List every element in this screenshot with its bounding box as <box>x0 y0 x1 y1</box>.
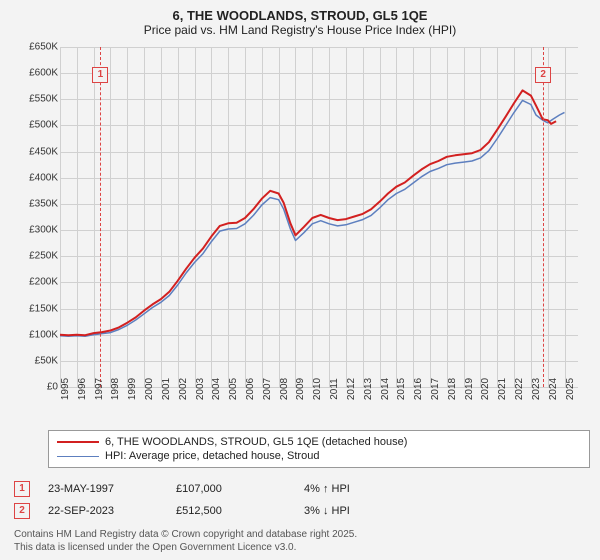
chart-title: 6, THE WOODLANDS, STROUD, GL5 1QE <box>6 8 594 23</box>
event-marker-box: 1 <box>92 67 108 83</box>
y-axis-label: £650K <box>14 42 58 53</box>
copyright-line2: This data is licensed under the Open Gov… <box>14 542 296 553</box>
y-axis-label: £100K <box>14 329 58 340</box>
series-price_paid <box>60 90 556 335</box>
legend-swatch <box>57 441 99 443</box>
y-axis-label: £500K <box>14 120 58 131</box>
y-axis-label: £200K <box>14 277 58 288</box>
legend-label: 6, THE WOODLANDS, STROUD, GL5 1QE (detac… <box>105 436 407 448</box>
y-axis-label: £300K <box>14 225 58 236</box>
legend-row: HPI: Average price, detached house, Stro… <box>57 449 581 463</box>
y-axis-label: £550K <box>14 94 58 105</box>
y-axis-label: £350K <box>14 198 58 209</box>
copyright-line1: Contains HM Land Registry data © Crown c… <box>14 529 357 540</box>
chart-area: 12 1995199619971998199920002001200220032… <box>10 41 590 421</box>
y-axis-label: £250K <box>14 251 58 262</box>
x-axis-label: 2025 <box>565 378 597 400</box>
y-axis-label: £50K <box>14 355 58 366</box>
event-marker: 1 <box>14 481 30 497</box>
y-axis-label: £450K <box>14 146 58 157</box>
event-row: 1 23-MAY-1997 £107,000 4% ↑ HPI <box>14 478 590 500</box>
y-axis-label: £600K <box>14 68 58 79</box>
event-pct: 4% ↑ HPI <box>304 483 350 495</box>
event-marker: 2 <box>14 503 30 519</box>
event-marker-line <box>100 47 101 387</box>
chart-subtitle: Price paid vs. HM Land Registry's House … <box>6 23 594 37</box>
legend-label: HPI: Average price, detached house, Stro… <box>105 450 319 462</box>
event-price: £107,000 <box>176 483 286 495</box>
event-marker-line <box>543 47 544 387</box>
y-axis-label: £400K <box>14 172 58 183</box>
event-row: 2 22-SEP-2023 £512,500 3% ↓ HPI <box>14 500 590 522</box>
y-axis-label: £150K <box>14 303 58 314</box>
y-axis-label: £0 <box>14 382 58 393</box>
legend-row: 6, THE WOODLANDS, STROUD, GL5 1QE (detac… <box>57 435 581 449</box>
event-pct: 3% ↓ HPI <box>304 505 350 517</box>
event-price: £512,500 <box>176 505 286 517</box>
event-marker-box: 2 <box>535 67 551 83</box>
event-date: 23-MAY-1997 <box>48 483 158 495</box>
legend-swatch <box>57 456 99 457</box>
legend: 6, THE WOODLANDS, STROUD, GL5 1QE (detac… <box>48 430 590 468</box>
events-table: 1 23-MAY-1997 £107,000 4% ↑ HPI 2 22-SEP-2023… <box>14 478 590 522</box>
event-date: 22-SEP-2023 <box>48 505 158 517</box>
copyright-notice: Contains HM Land Registry data © Crown c… <box>14 529 590 554</box>
